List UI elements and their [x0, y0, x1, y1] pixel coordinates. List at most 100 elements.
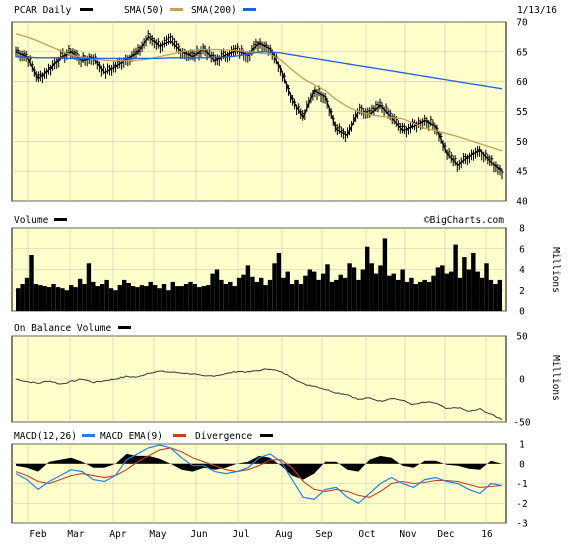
- volume-bar: [20, 284, 25, 311]
- volume-bar: [42, 286, 47, 311]
- date-tick-label: Jun: [190, 529, 207, 540]
- volume-bar: [197, 287, 202, 311]
- volume-bar: [329, 281, 335, 311]
- volume-bar: [426, 281, 432, 311]
- volume-bar: [281, 277, 286, 311]
- volume-bar: [64, 290, 70, 312]
- divergence-label: Divergence: [195, 431, 252, 442]
- obv-grid: [12, 335, 506, 423]
- volume-bar: [51, 284, 56, 311]
- macd-legend-swatch: [82, 434, 95, 437]
- volume-bar: [214, 269, 220, 311]
- date-tick-label: Oct: [358, 529, 375, 540]
- volume-bar: [396, 279, 401, 311]
- axis-tick-label: 4: [519, 265, 525, 276]
- axis-tick-label: 2: [519, 286, 525, 297]
- volume-bar: [263, 285, 268, 311]
- volume-bar: [192, 284, 198, 311]
- volume-bar: [148, 281, 153, 311]
- obv-line: [15, 368, 503, 421]
- axis-tick-label: 0: [519, 307, 525, 318]
- volume-bar: [289, 284, 295, 311]
- volume-label: Volume: [14, 215, 49, 226]
- volume-bar: [351, 267, 357, 311]
- date-tick-label: Apr: [109, 529, 126, 540]
- sma50-label: SMA(50): [124, 5, 164, 16]
- volume-bar: [104, 279, 109, 311]
- macd-ema-label: MACD EMA(9): [100, 431, 163, 442]
- volume-bar: [316, 279, 321, 311]
- volume-bar: [69, 285, 74, 311]
- axis-tick-label: -1: [516, 479, 528, 490]
- volume-bar: [338, 274, 343, 311]
- ticker-legend-swatch: [80, 8, 93, 11]
- volume-bar: [312, 271, 317, 311]
- volume-bar: [391, 273, 396, 311]
- axis-tick-label: 65: [516, 47, 527, 58]
- volume-bar: [457, 277, 463, 311]
- volume-bar: [369, 263, 374, 311]
- volume-legend-swatch: [54, 218, 67, 221]
- volume-bar: [325, 264, 330, 311]
- axis-tick-label: 6: [519, 244, 525, 255]
- date-tick-label: Nov: [399, 529, 416, 540]
- volume-bar: [360, 269, 366, 311]
- axis-tick-label: 8: [519, 224, 525, 235]
- ticker-label: PCAR Daily: [14, 5, 71, 16]
- date-tick-label: 16: [481, 529, 493, 540]
- date-tick-label: Dec: [437, 529, 454, 540]
- date-axis: Feb Mar Apr May Jun Jul Aug Sep Oct Nov Dec 16: [29, 529, 493, 540]
- price-line: [15, 35, 503, 172]
- volume-bar: [33, 284, 39, 311]
- volume-bar: [320, 273, 326, 311]
- volume-bar: [210, 273, 215, 311]
- volume-axis: 8 6 4 2 0: [519, 224, 525, 318]
- date-tick-label: Feb: [29, 529, 46, 540]
- axis-tick-label: 70: [516, 18, 528, 29]
- volume-bar: [245, 265, 251, 311]
- obv-axis: 50 0 -50: [513, 332, 530, 429]
- obv-label: On Balance Volume: [14, 323, 112, 334]
- volume-bar: [440, 265, 445, 311]
- axis-tick-label: 40: [516, 197, 528, 208]
- volume-bar: [431, 275, 436, 311]
- volume-bar: [219, 279, 224, 311]
- volume-bar: [82, 284, 87, 311]
- divergence-legend-swatch: [260, 434, 273, 437]
- sma50-legend-swatch: [170, 8, 183, 11]
- volume-bar: [122, 279, 127, 311]
- volume-bar: [356, 279, 361, 311]
- volume-bar: [16, 288, 21, 311]
- volume-bar: [55, 287, 61, 311]
- volume-bar: [444, 273, 450, 311]
- volume-bar: [400, 269, 405, 311]
- volume-bar: [201, 286, 207, 311]
- volume-bar: [303, 275, 308, 311]
- volume-bar: [188, 281, 193, 311]
- volume-bar: [272, 263, 277, 311]
- volume-bar: [232, 286, 237, 311]
- volume-bar: [223, 284, 229, 311]
- volume-bar: [254, 281, 260, 311]
- macd-ema-legend-swatch: [173, 434, 186, 437]
- volume-bar: [24, 277, 30, 311]
- volume-bar: [462, 257, 467, 311]
- volume-bar: [135, 287, 140, 311]
- date-tick-label: Jul: [232, 529, 249, 540]
- volume-bar: [307, 269, 313, 311]
- axis-tick-label: 60: [516, 77, 528, 88]
- volume-bar: [139, 285, 145, 311]
- volume-bar: [77, 278, 83, 311]
- volume-bar: [267, 279, 273, 311]
- volume-bar: [488, 279, 494, 311]
- bigcharts-watermark: ©BigCharts.com: [424, 215, 504, 226]
- price-axis: 70 65 60 55 50 45 40: [516, 18, 528, 208]
- volume-bar: [91, 281, 96, 311]
- volume-bar: [236, 277, 242, 311]
- volume-bar: [157, 288, 162, 311]
- volume-bar: [179, 286, 184, 311]
- axis-tick-label: 50: [516, 137, 528, 148]
- volume-bar: [365, 246, 370, 311]
- volume-bar: [130, 286, 136, 311]
- volume-bar: [241, 274, 246, 311]
